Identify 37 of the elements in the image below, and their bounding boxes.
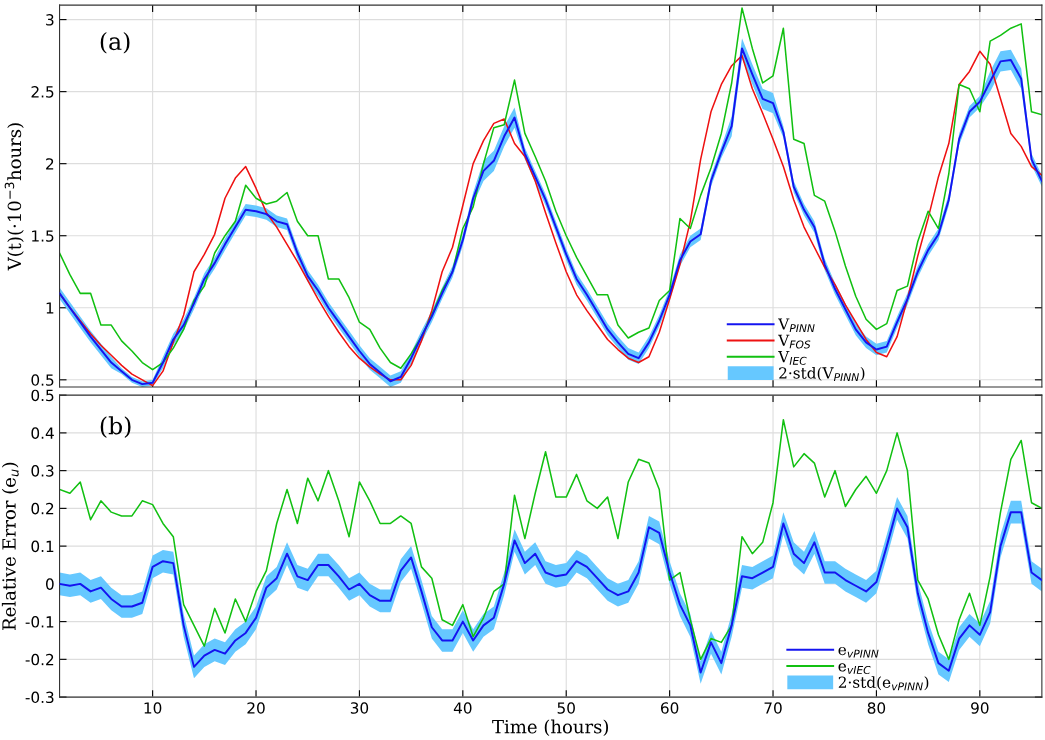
y-tick-label: 2.5 <box>31 86 54 98</box>
x-tick-label: 70 <box>764 702 782 714</box>
y-tick-label: 3 <box>46 14 54 26</box>
y-tick-label: 0.4 <box>31 427 54 439</box>
y-axis-title: Relative Error (e$_{u}$) <box>1 462 19 630</box>
x-tick-label: 30 <box>350 702 369 714</box>
y-tick-label: 0.3 <box>31 465 54 477</box>
annotation: (a) <box>100 31 130 54</box>
y-tick-label: 0.2 <box>31 502 54 515</box>
line-series <box>59 418 1042 661</box>
x-tick-label: 90 <box>971 702 989 714</box>
x-tick-label: 40 <box>453 702 472 714</box>
x-tick-label: 80 <box>867 702 886 714</box>
x-tick-label: 60 <box>660 702 679 714</box>
y-tick-label: -0.3 <box>25 691 54 704</box>
x-axis-title: Time (hours) <box>492 719 609 737</box>
y-tick-label: 0.5 <box>31 389 54 402</box>
legend-label: V$_{IEC}$ <box>778 351 807 365</box>
y-tick-label: 0.5 <box>31 374 54 386</box>
legend-label: e$_{vIEC}$ <box>838 663 871 674</box>
legend-label: V$_{PINN}$ <box>778 318 815 333</box>
legend-label: V$_{FOS}$ <box>778 334 811 349</box>
x-tick-label: 10 <box>144 702 162 714</box>
y-tick-label: 1 <box>46 302 54 314</box>
annotation: 2·std(V$_{PINN}$) <box>779 366 865 381</box>
x-tick-label: 50 <box>557 702 575 714</box>
y-tick-label: 1.5 <box>32 230 54 242</box>
annotation: (b) <box>100 416 131 438</box>
y-tick-label: 0.1 <box>31 540 54 553</box>
legend-label: e$_{vPINN}$ <box>838 646 879 658</box>
x-tick-label: 20 <box>247 702 265 714</box>
annotation: 2·std(e$_{vPINN}$) <box>838 676 929 691</box>
y-tick-label: -0.2 <box>25 653 54 666</box>
y-tick-label: 0 <box>45 578 54 590</box>
y-tick-label: -0.1 <box>25 616 54 628</box>
y-axis-title: V(t)(·10$^{−3}$hours) <box>4 123 24 271</box>
y-tick-label: 2 <box>46 158 54 170</box>
